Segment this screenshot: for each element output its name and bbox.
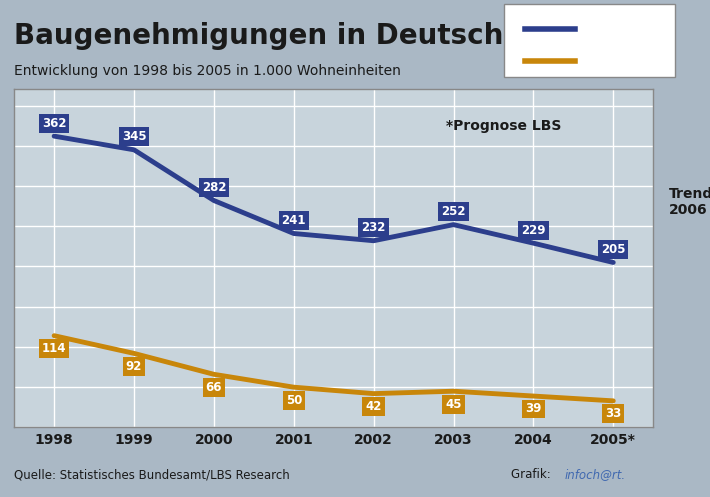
Text: 2004: 2004 — [514, 433, 553, 447]
Text: Grafik:: Grafik: — [511, 468, 555, 481]
Text: 2000: 2000 — [195, 433, 233, 447]
Text: Trend
2006: Trend 2006 — [670, 187, 710, 217]
Text: 1999: 1999 — [115, 433, 153, 447]
Text: 2001: 2001 — [274, 433, 313, 447]
Text: 42: 42 — [366, 400, 382, 413]
Text: 282: 282 — [202, 181, 226, 194]
Text: Entwicklung von 1998 bis 2005 in 1.000 Wohneinheiten: Entwicklung von 1998 bis 2005 in 1.000 W… — [14, 65, 401, 79]
Text: 205: 205 — [601, 243, 626, 256]
Text: *Prognose LBS: *Prognose LBS — [446, 119, 561, 133]
Text: 50: 50 — [285, 394, 302, 407]
Text: 45: 45 — [445, 398, 462, 411]
Text: 66: 66 — [206, 381, 222, 394]
Text: 362: 362 — [42, 117, 67, 130]
Text: infoch@rt.: infoch@rt. — [564, 468, 626, 481]
Text: 2003: 2003 — [435, 433, 473, 447]
Text: West: West — [589, 25, 633, 40]
Text: Baugenehmigungen in Deutschland: Baugenehmigungen in Deutschland — [14, 22, 572, 50]
Text: 241: 241 — [281, 214, 306, 227]
Text: 39: 39 — [525, 403, 542, 415]
Text: 232: 232 — [361, 221, 386, 234]
Text: 252: 252 — [441, 205, 466, 218]
Text: 345: 345 — [121, 130, 146, 143]
Text: 2005*: 2005* — [590, 433, 636, 447]
Text: Quelle: Statistisches Bundesamt/LBS Research: Quelle: Statistisches Bundesamt/LBS Rese… — [14, 468, 290, 481]
Text: 1998: 1998 — [35, 433, 74, 447]
Text: 2002: 2002 — [354, 433, 393, 447]
Text: 92: 92 — [126, 360, 142, 373]
Text: 114: 114 — [42, 342, 67, 355]
Text: Ost: Ost — [589, 57, 618, 72]
Text: 229: 229 — [521, 224, 546, 237]
Text: 33: 33 — [605, 408, 621, 420]
FancyBboxPatch shape — [504, 3, 674, 77]
